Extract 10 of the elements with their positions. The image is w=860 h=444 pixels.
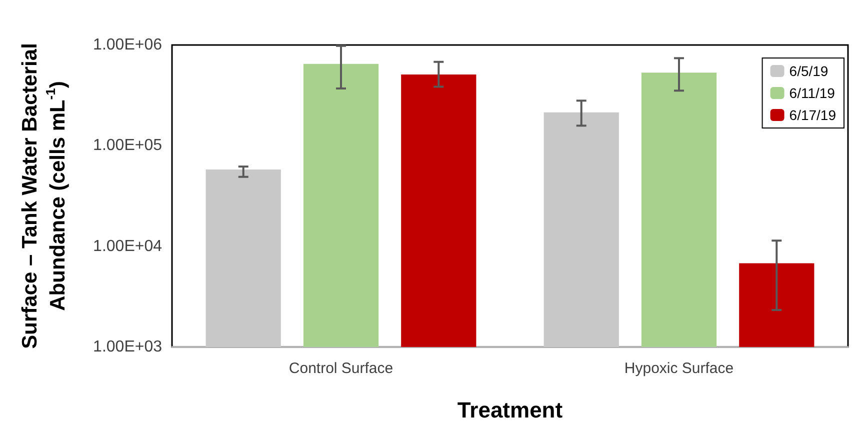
legend-label: 6/17/19	[789, 107, 836, 123]
y-tick-label: 1.00E+05	[93, 137, 162, 154]
x-tick-label: Hypoxic Surface	[624, 360, 734, 377]
legend-label: 6/5/19	[789, 63, 828, 79]
y-tick-label: 1.00E+03	[93, 338, 162, 356]
y-tick-label: 1.00E+06	[93, 36, 162, 54]
x-axis-title: Treatment	[457, 398, 564, 422]
legend-label: 6/11/19	[789, 85, 836, 101]
x-tick-label: Control Surface	[288, 360, 394, 377]
y-tick-label: 1.00E+04	[93, 238, 162, 255]
